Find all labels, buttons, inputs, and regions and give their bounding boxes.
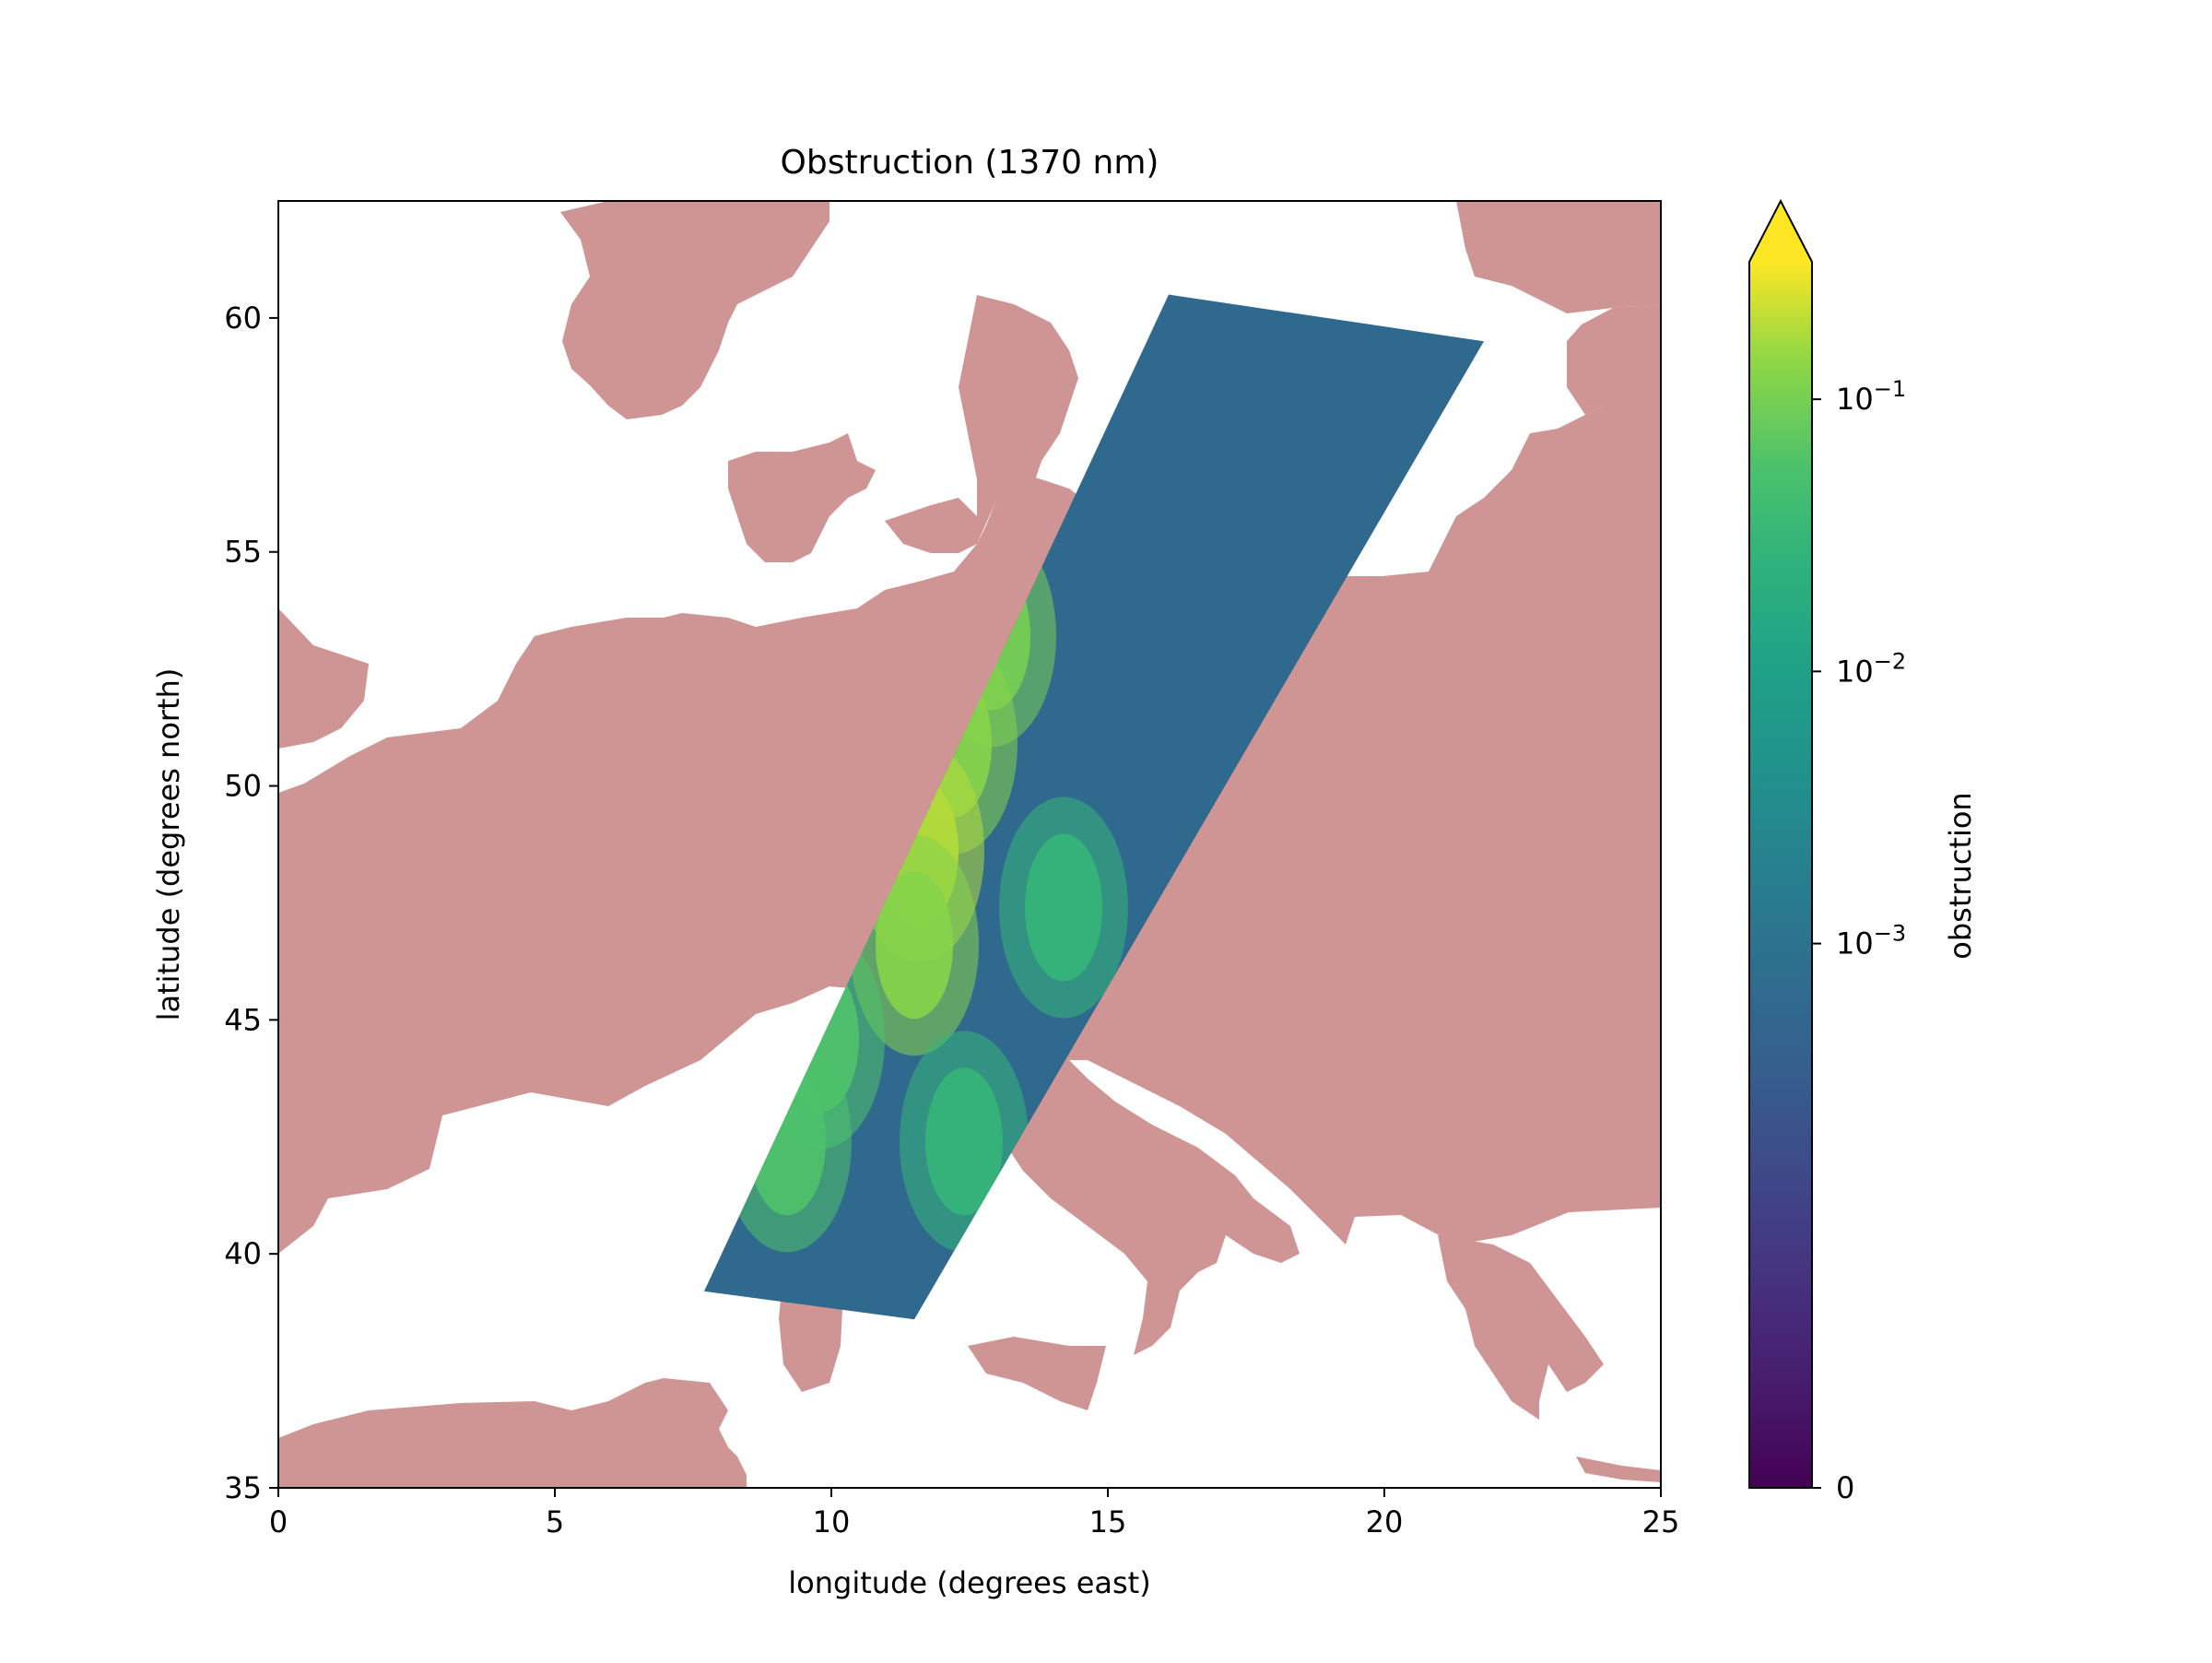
x-tick-label: 10 bbox=[813, 1504, 851, 1539]
colorbar-outline bbox=[1748, 198, 1813, 1489]
colorbar-label: obstruction bbox=[1943, 792, 1978, 959]
land-great-britain bbox=[560, 201, 830, 419]
map-area bbox=[278, 201, 1661, 1488]
y-axis-label: latitude (degrees north) bbox=[151, 668, 186, 1021]
land-north-africa bbox=[278, 1378, 747, 1488]
y-axis-ticks: 35 40 45 50 55 60 bbox=[224, 301, 278, 1505]
land-sweden-south bbox=[959, 295, 1078, 553]
x-tick-label: 15 bbox=[1089, 1504, 1127, 1539]
x-tick-label: 20 bbox=[1366, 1504, 1404, 1539]
y-tick-label: 35 bbox=[224, 1470, 262, 1505]
x-tick-label: 0 bbox=[269, 1504, 288, 1539]
colorbar-tick-label: 0 bbox=[1836, 1470, 1854, 1505]
chart-title: Obstruction (1370 nm) bbox=[781, 144, 1159, 182]
y-tick-label: 50 bbox=[224, 769, 262, 804]
y-tick-label: 45 bbox=[224, 1002, 262, 1037]
x-axis-label: longitude (degrees east) bbox=[788, 1565, 1150, 1600]
y-tick-label: 40 bbox=[224, 1236, 262, 1271]
land-scandinavia bbox=[1253, 201, 1661, 313]
land-sicily bbox=[968, 1337, 1106, 1410]
y-tick-label: 60 bbox=[224, 301, 262, 336]
land-greece bbox=[1438, 1235, 1604, 1420]
x-axis-ticks: 0 5 10 15 20 25 bbox=[269, 1488, 1680, 1539]
y-tick-label: 55 bbox=[224, 535, 262, 570]
obstruction-region bbox=[999, 796, 1128, 1019]
colorbar-gradient bbox=[1749, 262, 1812, 1488]
colorbar-tick-label: 10−1 bbox=[1836, 376, 1906, 417]
land-crete bbox=[1576, 1457, 1661, 1482]
land-zealand bbox=[885, 498, 977, 553]
land-denmark bbox=[728, 433, 876, 562]
land-finland-south bbox=[1567, 332, 1622, 415]
axes-frame bbox=[277, 200, 1662, 1489]
colorbar-extend-arrow bbox=[1749, 201, 1812, 262]
x-tick-label: 5 bbox=[546, 1504, 564, 1539]
land-brittany bbox=[278, 608, 369, 749]
x-tick-label: 25 bbox=[1642, 1504, 1680, 1539]
swath-background bbox=[704, 294, 1484, 1320]
